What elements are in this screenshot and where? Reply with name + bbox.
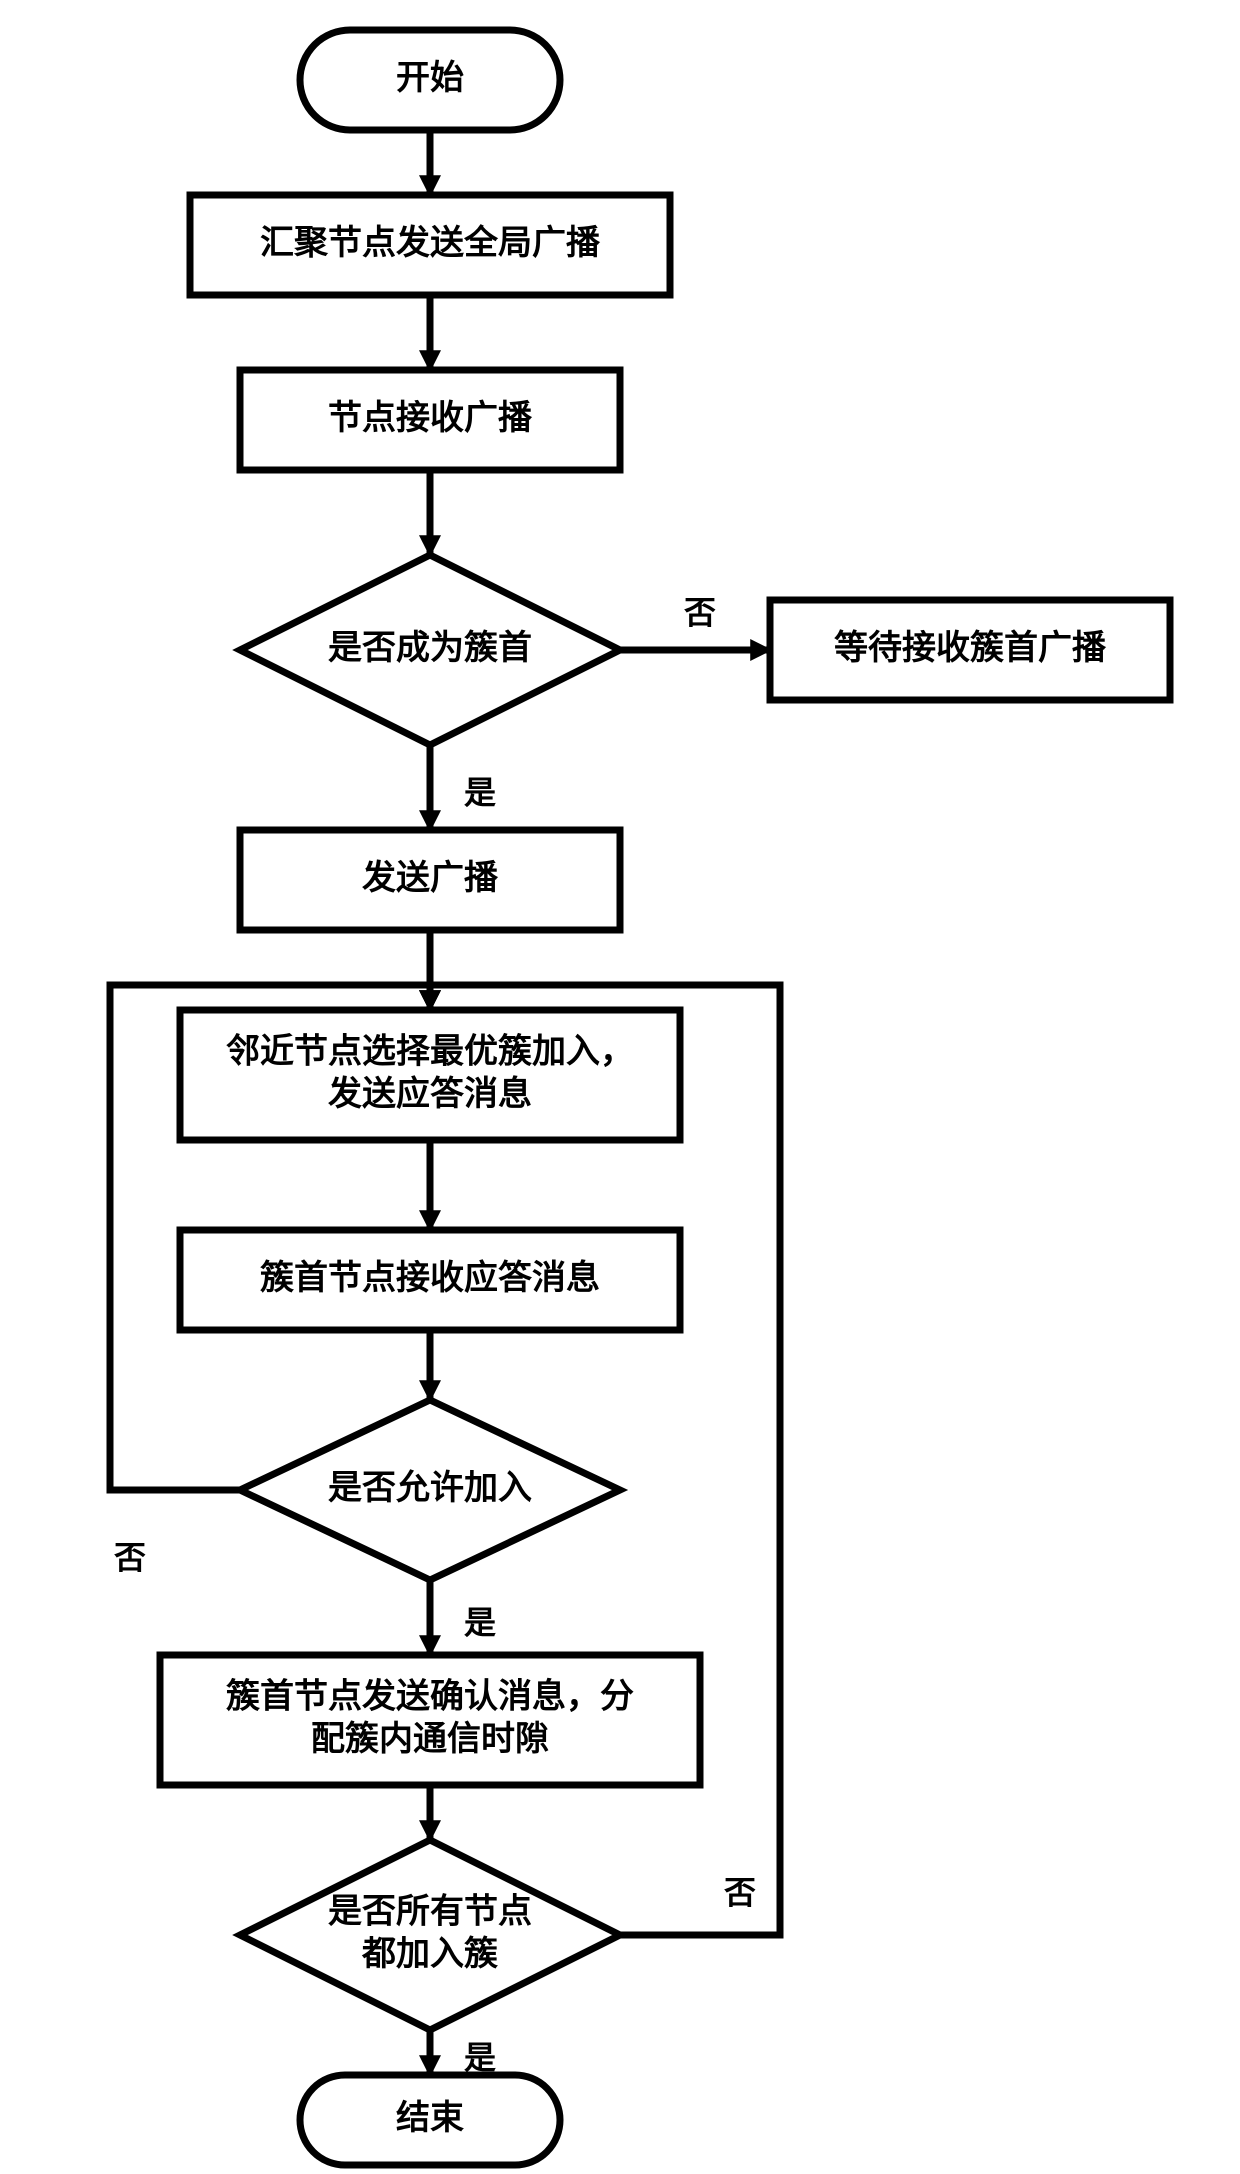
node-p5-text-0: 邻近节点选择最优簇加入， xyxy=(226,1033,634,1071)
edge-label-4: 是 xyxy=(464,774,496,810)
node-d3: 是否所有节点都加入簇 xyxy=(240,1840,620,2030)
node-p2: 节点接收广播 xyxy=(240,370,620,470)
edge-label-9: 否 xyxy=(114,1539,146,1575)
node-d3-text-0: 是否所有节点 xyxy=(328,1893,532,1931)
node-start-text-0: 开始 xyxy=(396,59,464,97)
node-p5: 邻近节点选择最优簇加入，发送应答消息 xyxy=(180,1010,680,1140)
node-p6-text-0: 簇首节点接收应答消息 xyxy=(260,1258,600,1297)
node-d1-text-0: 是否成为簇首 xyxy=(328,629,532,667)
node-p7: 簇首节点发送确认消息，分配簇内通信时隙 xyxy=(160,1655,700,1785)
edge-label-3: 否 xyxy=(684,594,716,630)
edge-label-12: 否 xyxy=(724,1874,756,1910)
node-d2-text-0: 是否允许加入 xyxy=(328,1468,532,1507)
node-d1: 是否成为簇首 xyxy=(240,555,620,745)
node-p7-text-1: 配簇内通信时隙 xyxy=(311,1720,549,1758)
node-p2-text-0: 节点接收广播 xyxy=(328,399,533,437)
node-start: 开始 xyxy=(300,30,560,130)
node-p3: 等待接收簇首广播 xyxy=(770,600,1170,700)
node-p3-text-0: 等待接收簇首广播 xyxy=(834,629,1107,667)
node-p1: 汇聚节点发送全局广播 xyxy=(190,195,670,295)
node-d2: 是否允许加入 xyxy=(240,1400,620,1580)
node-p4: 发送广播 xyxy=(240,830,620,930)
node-d3-text-1: 都加入簇 xyxy=(361,1935,499,1973)
node-p1-text-0: 汇聚节点发送全局广播 xyxy=(260,223,601,262)
edge-label-11: 是 xyxy=(464,2039,496,2075)
node-p6: 簇首节点接收应答消息 xyxy=(180,1230,680,1330)
node-p7-text-0: 簇首节点发送确认消息，分 xyxy=(226,1677,634,1716)
node-end-text-0: 结束 xyxy=(396,2099,464,2137)
node-p5-text-1: 发送应答消息 xyxy=(328,1074,532,1113)
node-end: 结束 xyxy=(300,2075,560,2165)
edge-label-8: 是 xyxy=(464,1604,496,1640)
node-p4-text-0: 发送广播 xyxy=(362,859,499,897)
